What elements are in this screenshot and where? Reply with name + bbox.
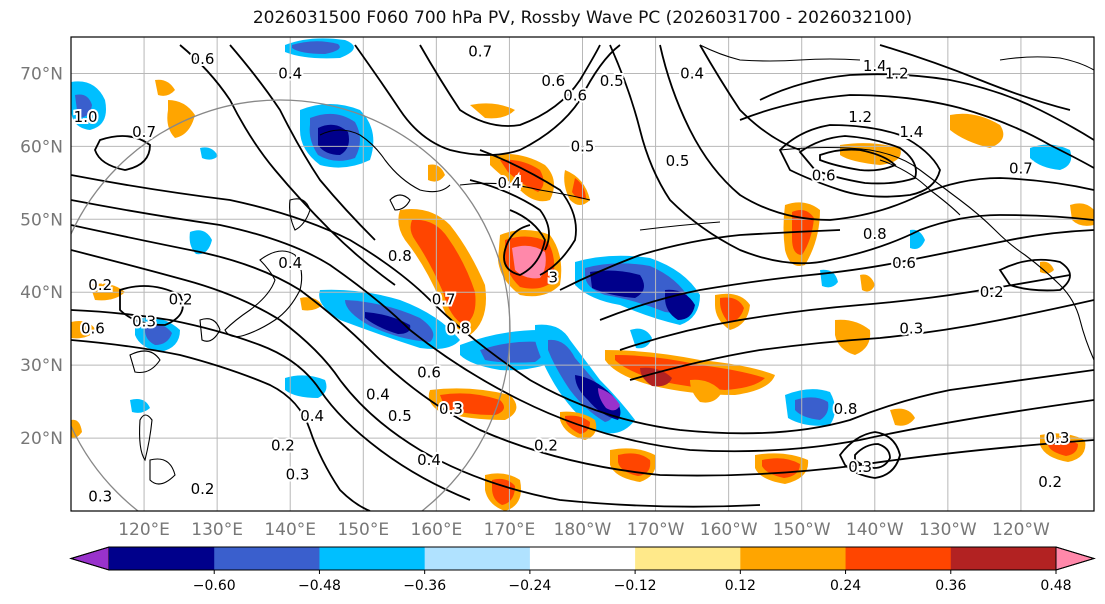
contour-label: 0.8 xyxy=(388,247,412,265)
contour-label: 0.5 xyxy=(571,137,595,155)
lat-tick-label: 70°N xyxy=(20,64,63,84)
lon-tick-label: 140°E xyxy=(264,520,316,540)
pv-contours xyxy=(71,44,1094,511)
contour-label: 0.3 xyxy=(899,320,923,338)
anomaly-shading xyxy=(71,38,1094,511)
colorbar-segment xyxy=(740,547,847,570)
lon-tick-label: 160°E xyxy=(411,520,463,540)
contour-label: 0.7 xyxy=(432,291,456,309)
colorbar-outline xyxy=(69,546,1096,571)
latitude-labels: 70°N 60°N 50°N 40°N 30°N 20°N xyxy=(20,64,63,449)
contour-label: 0.3 xyxy=(286,466,310,484)
contour-label: 1.2 xyxy=(885,64,909,82)
colorbar-segment xyxy=(109,547,215,570)
contour-label: 1.4 xyxy=(863,57,887,75)
map-frame xyxy=(70,36,1095,512)
contour-label: 0.4 xyxy=(300,407,324,425)
coastlines xyxy=(129,44,1094,485)
contour-label: 0.2 xyxy=(980,283,1004,301)
colorbar-segment xyxy=(845,547,952,570)
lon-tick-label: 160°W xyxy=(700,520,758,540)
contour-label: 0.7 xyxy=(1009,159,1033,177)
colorbar-tick-label: −0.12 xyxy=(614,578,657,594)
contour-label: 0.7 xyxy=(468,43,492,61)
contour-label: 0.8 xyxy=(446,320,470,338)
contour-label: 0.2 xyxy=(88,276,112,294)
colorbar-segment xyxy=(424,547,531,570)
lon-tick-label: 130°W xyxy=(919,520,977,540)
lon-tick-label: 140°W xyxy=(846,520,904,540)
contour-label: 0.3 xyxy=(132,312,156,330)
lat-tick-label: 30°N xyxy=(20,356,63,376)
contour-label: 0.6 xyxy=(563,86,587,104)
lat-tick-label: 40°N xyxy=(20,283,63,303)
lat-tick-label: 60°N xyxy=(20,137,63,157)
colorbar-segment xyxy=(950,547,1057,570)
contour-label: 0.3 xyxy=(1046,429,1070,447)
colorbar-segment xyxy=(319,547,426,570)
colorbar-tick-label: 0.36 xyxy=(935,578,966,594)
chart-title: 2026031500 F060 700 hPa PV, Rossby Wave … xyxy=(252,8,913,28)
lat-tick-label: 20°N xyxy=(20,429,63,449)
contour-label: 1.2 xyxy=(848,108,872,126)
contour-label: 0.2 xyxy=(534,436,558,454)
contour-label: 0.6 xyxy=(812,167,836,185)
contour-label: 0.8 xyxy=(834,400,858,418)
lon-tick-label: 170°E xyxy=(484,520,536,540)
contour-labels: 0.60.40.70.60.60.5 0.4 1.41.21.21.41.00.70… xyxy=(72,41,1072,508)
lon-tick-label: 150°W xyxy=(773,520,831,540)
contour-label: 0.6 xyxy=(892,254,916,272)
contour-label: 0.3 xyxy=(848,458,872,476)
contour-label: 0.8 xyxy=(863,225,887,243)
colorbar-max-extend xyxy=(1055,546,1096,571)
contour-label: 0.2 xyxy=(169,291,193,309)
lat-tick-label: 50°N xyxy=(20,210,63,230)
contour-label: 0.5 xyxy=(388,407,412,425)
contour-label: 0.2 xyxy=(271,436,295,454)
contour-label: 0.6 xyxy=(81,320,105,338)
contour-label: 0.4 xyxy=(366,385,390,403)
colorbar-segment xyxy=(214,547,320,570)
boundary-circle xyxy=(71,99,511,511)
colorbar-segment xyxy=(635,547,741,570)
lon-tick-label: 150°E xyxy=(337,520,389,540)
colorbar-tick-label: 0.12 xyxy=(725,578,756,594)
contour-label: 0.4 xyxy=(278,64,302,82)
contour-label: 0.6 xyxy=(541,72,565,90)
colorbar-tick-label: 0.24 xyxy=(830,578,861,594)
contour-label: 0.3 xyxy=(439,400,463,418)
longitude-labels: 120°E 130°E 140°E 150°E 160°E 170°E 180°W 170°W… xyxy=(118,520,1050,540)
colorbar-min-extend xyxy=(69,546,110,571)
colorbar-segment xyxy=(529,547,636,570)
colorbar-tick-label: −0.36 xyxy=(403,578,446,594)
contour-label: 0.4 xyxy=(497,174,521,192)
lon-tick-label: 170°W xyxy=(627,520,685,540)
colorbar-tick-label: −0.48 xyxy=(298,578,341,594)
colorbar-tick-label: −0.60 xyxy=(193,578,236,594)
contour-label: 0.4 xyxy=(417,451,441,469)
contour-label: 3 xyxy=(548,269,558,287)
lon-tick-label: 120°E xyxy=(118,520,170,540)
colorbar: −0.60 −0.48 −0.36 −0.24 −0.12 0.12 0.24 0.36 0.4… xyxy=(69,546,1096,594)
lon-tick-label: 180°W xyxy=(554,520,612,540)
lon-tick-label: 120°W xyxy=(992,520,1050,540)
contour-label: 0.3 xyxy=(88,487,112,505)
contour-label: 1.0 xyxy=(74,108,98,126)
lon-tick-label: 130°E xyxy=(191,520,243,540)
contour-label: 0.7 xyxy=(132,123,156,141)
colorbar-tick-label: −0.24 xyxy=(508,578,551,594)
contour-label: 0.4 xyxy=(680,64,704,82)
contour-label: 0.4 xyxy=(278,254,302,272)
contour-label: 0.5 xyxy=(600,72,624,90)
contour-label: 0.6 xyxy=(191,50,215,68)
colorbar-tick-label: 0.48 xyxy=(1040,578,1071,594)
contour-label: 1.4 xyxy=(899,123,923,141)
negative-anomalies xyxy=(71,38,1072,434)
contour-label: 0.5 xyxy=(666,152,690,170)
contour-label: 0.2 xyxy=(191,480,215,498)
contour-label: 0.6 xyxy=(417,363,441,381)
contour-label: 0.2 xyxy=(1038,473,1062,491)
